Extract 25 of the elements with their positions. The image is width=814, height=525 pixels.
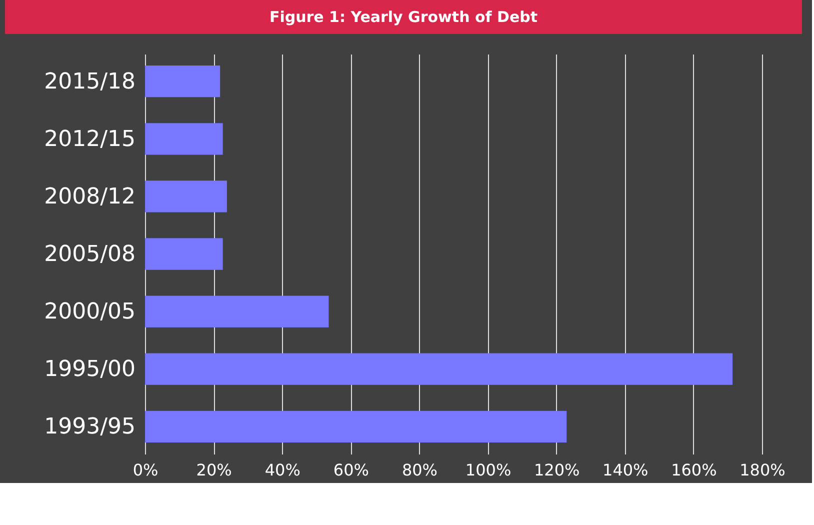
bar <box>145 410 567 442</box>
y-tick-label: 1993/95 <box>44 414 136 440</box>
y-tick-label: 2008/12 <box>44 184 136 210</box>
bar <box>145 296 329 328</box>
x-tick-label: 180% <box>740 460 786 480</box>
x-tick-label: 20% <box>196 460 232 480</box>
x-tick-label: 0% <box>132 460 158 480</box>
bar <box>145 180 227 212</box>
chart-title: Figure 1: Yearly Growth of Debt <box>269 8 538 26</box>
x-tick-label: 120% <box>534 460 580 480</box>
x-tick-label: 100% <box>465 460 512 480</box>
y-tick-label: 2005/08 <box>44 242 136 267</box>
x-tick-label: 40% <box>264 460 300 480</box>
y-tick-label: 1995/00 <box>44 357 136 382</box>
x-tick-label: 140% <box>602 460 648 480</box>
x-tick-label: 80% <box>402 460 438 480</box>
y-tick-label: 2015/18 <box>44 69 136 94</box>
bar <box>145 123 223 155</box>
bar <box>145 238 223 270</box>
x-tick-label: 60% <box>333 460 369 480</box>
bar <box>145 66 220 98</box>
x-tick-label: 160% <box>671 460 717 480</box>
y-tick-label: 2000/05 <box>44 300 136 325</box>
bar <box>145 353 733 385</box>
y-tick-label: 2012/15 <box>44 126 136 152</box>
